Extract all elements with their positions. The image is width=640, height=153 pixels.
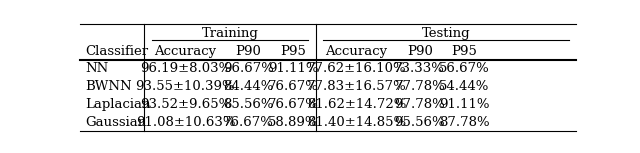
Text: Testing: Testing [422,27,470,40]
Text: 73.33%: 73.33% [394,62,445,75]
Text: 77.83±16.57%: 77.83±16.57% [307,80,406,93]
Text: P90: P90 [407,45,433,58]
Text: 95.56%: 95.56% [394,116,445,129]
Text: 77.78%: 77.78% [394,80,445,93]
Text: 85.56%: 85.56% [223,98,274,111]
Text: 76.67%: 76.67% [268,98,319,111]
Text: 56.67%: 56.67% [439,62,490,75]
Text: 93.52±9.65%: 93.52±9.65% [140,98,231,111]
Text: 84.44%: 84.44% [223,80,274,93]
Text: Training: Training [202,27,259,40]
Text: 81.40±14.85%: 81.40±14.85% [307,116,406,129]
Text: Gaussian: Gaussian [85,116,146,129]
Text: P90: P90 [236,45,262,58]
Text: Accuracy: Accuracy [154,45,216,58]
Text: BWNN: BWNN [85,80,132,93]
Text: 91.08±10.63%: 91.08±10.63% [136,116,235,129]
Text: Classifier: Classifier [85,45,148,58]
Text: Accuracy: Accuracy [326,45,388,58]
Text: P95: P95 [451,45,477,58]
Text: 96.67%: 96.67% [223,62,274,75]
Text: P95: P95 [280,45,306,58]
Text: 96.19±8.03%: 96.19±8.03% [140,62,231,75]
Text: Laplacian: Laplacian [85,98,150,111]
Text: 97.78%: 97.78% [394,98,445,111]
Text: 87.78%: 87.78% [439,116,490,129]
Text: 91.11%: 91.11% [268,62,319,75]
Text: 93.55±10.39%: 93.55±10.39% [136,80,236,93]
Text: 54.44%: 54.44% [439,80,490,93]
Text: 77.62±16.10%: 77.62±16.10% [307,62,406,75]
Text: 81.62±14.72%: 81.62±14.72% [307,98,406,111]
Text: 58.89%: 58.89% [268,116,319,129]
Text: 76.67%: 76.67% [268,80,319,93]
Text: NN: NN [85,62,108,75]
Text: 76.67%: 76.67% [223,116,274,129]
Text: 91.11%: 91.11% [439,98,490,111]
